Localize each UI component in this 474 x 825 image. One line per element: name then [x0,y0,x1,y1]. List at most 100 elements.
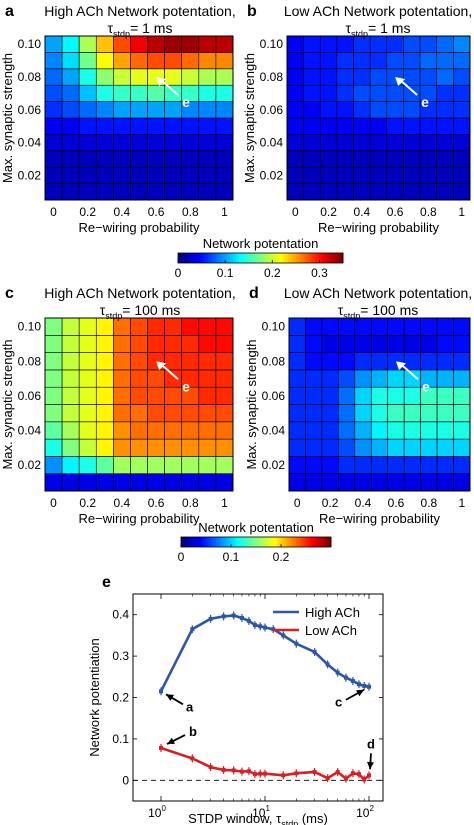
data-point [208,616,213,621]
colorbar-segment [205,253,209,263]
colorbar-segment [208,253,212,263]
heatmap-cell [78,456,97,474]
x-tick-label: 0 [50,205,57,219]
heatmap-cell [130,68,148,86]
heatmap-cell [130,334,148,353]
data-point [281,773,286,778]
heatmap-cell [44,352,63,371]
heatmap-cell [181,117,200,135]
heatmap-cell [78,473,97,492]
heatmap-cell [321,317,339,336]
colorbar-frame [180,536,332,548]
data-point [190,627,195,632]
colorbar-segment [306,537,309,547]
heatmap-cell [215,473,234,492]
y-tick-label: 0.04 [18,136,42,150]
data-point [356,772,361,777]
heatmap-cell [370,317,389,336]
data-point [159,689,163,694]
heatmap-cell [403,456,421,474]
heatmap-cell [198,404,217,423]
heatmap-cell [164,52,183,70]
heatmap-cell [181,183,200,201]
heatmap-cell [354,473,372,492]
heatmap-cell [338,456,356,474]
colorbar-segment [283,537,287,547]
heatmap-cell [353,183,371,201]
heatmap-cell [338,386,356,405]
heatmap-cell [288,473,306,492]
heatmap-cell [198,134,217,152]
colorbar-segment [246,537,249,547]
heatmap-cell [198,421,217,440]
heatmap-cell [61,352,80,371]
colorbar-segment [257,253,261,263]
heatmap-cell [436,421,454,440]
colorbar-segment [260,253,264,263]
heatmap-cell [181,35,200,53]
colorbar-segment [216,537,219,547]
colorbar-segment [218,537,222,547]
heatmap-cell [198,352,217,371]
heatmap-cell [420,438,438,457]
panel-title-tau: τstdp= 1 ms [346,20,411,39]
data-point [362,777,367,782]
heatmap-cell [164,438,183,457]
data-point [246,618,251,623]
heatmap-cell [164,421,183,440]
heatmap-cell [164,473,183,492]
heatmap-cell [130,101,148,119]
heatmap-cell [303,68,321,86]
heatmap-cell [436,117,454,135]
heatmap-cell [147,386,165,405]
heatmap-cell [319,68,338,86]
colorbar-segment [246,253,250,263]
heatmap-cell [321,404,339,423]
heatmap-cell [436,35,454,53]
data-point [367,684,371,689]
heatmap-cell [321,456,339,474]
heatmap-cell [61,84,80,102]
panel-title-tau: τstdp= 1 ms [108,20,173,39]
heatmap-cell [147,52,165,70]
y-tick-label: 0.08 [18,70,42,84]
colorbar-segment [263,253,267,263]
data-point [190,756,195,761]
colorbar-segment [316,537,319,547]
heatmap-cell [354,352,372,371]
heatmap-cell [61,334,80,353]
heatmap-frame [44,317,234,492]
heatmap-cell [319,52,338,70]
heatmap-cell [336,117,354,135]
heatmap-cell [61,101,80,119]
colorbar-segment [326,253,330,263]
colorbar-1: Network potentation 0 0.1 0.2 0.3 [175,236,344,280]
heatmap-cell [78,101,97,119]
annotation-arrow-head [395,361,406,371]
heatmap-cell [44,473,63,492]
heatmap-cell [305,369,323,388]
heatmap-cell [44,404,63,423]
heatmap-cell [436,183,454,201]
heatmap-cell [113,386,131,405]
heatmap-cell [215,52,234,70]
legend-label: Low ACh [305,623,357,638]
heatmap-frame [44,35,234,201]
heatmap-cell [215,421,234,440]
heatmap-cell [61,68,80,86]
x-tick-label: 0 [292,205,299,219]
heatmap-cell [386,166,404,184]
colorbar-label: Network potentation [203,236,319,251]
heatmap-cell [419,52,438,70]
heatmap-cell [147,117,165,135]
heatmap-cell [419,183,438,201]
heatmap-cell [403,134,421,152]
heatmap-cell [198,150,217,168]
colorbar-segment [211,537,214,547]
heatmap-cell [386,150,404,168]
heatmap-cell [198,369,217,388]
heatmap-cell [419,35,438,53]
heatmap-cell [198,334,217,353]
colorbar-segment [258,537,262,547]
colorbar-segment [296,537,299,547]
